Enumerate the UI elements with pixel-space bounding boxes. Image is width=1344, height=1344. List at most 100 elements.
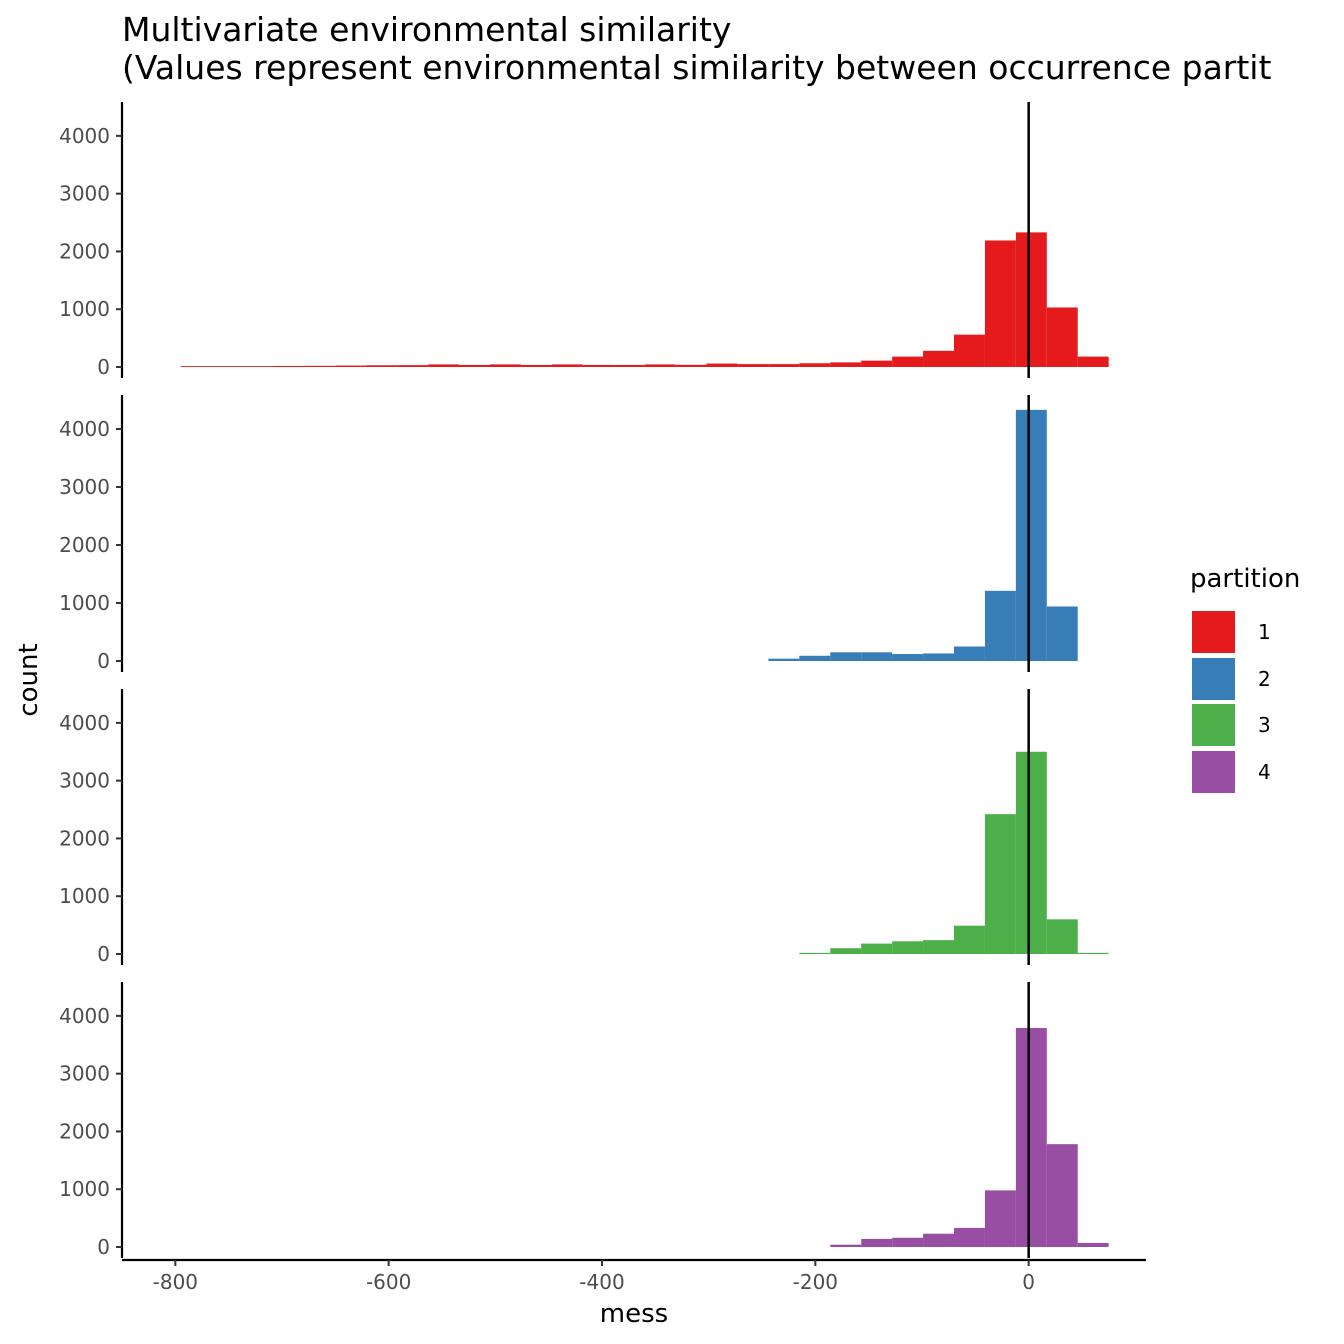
y-tick-label: 2000 — [59, 239, 110, 263]
y-axis-title: count — [14, 643, 44, 716]
x-tick-label: -200 — [793, 1270, 838, 1294]
histogram-bar — [830, 652, 862, 661]
y-tick-label: 2000 — [59, 533, 110, 557]
histogram-bar — [984, 1190, 1016, 1247]
histogram-bar — [1015, 232, 1047, 367]
y-tick-label: 0 — [97, 355, 110, 379]
histogram-bar — [954, 334, 985, 367]
x-axis-title: mess — [600, 1299, 668, 1329]
histogram-bar — [954, 646, 985, 661]
x-tick-label: -400 — [579, 1270, 624, 1294]
y-tick-label: 3000 — [59, 182, 110, 206]
histogram-bar — [984, 240, 1016, 367]
y-tick-label: 0 — [97, 1235, 110, 1259]
legend-item-2: 2 — [1192, 657, 1271, 700]
x-tick-label: -600 — [366, 1270, 411, 1294]
y-tick-label: 2000 — [59, 826, 110, 850]
histogram-bar — [675, 364, 707, 367]
histogram-bar — [984, 814, 1016, 954]
histogram-bar — [892, 941, 924, 954]
legend-label: 3 — [1258, 713, 1271, 737]
histogram-bar — [273, 365, 305, 367]
histogram-bar — [1046, 307, 1078, 367]
facet-panel-4: 0 1000 2000 3000 4000 — [59, 982, 1109, 1259]
histogram-bar — [1015, 751, 1047, 954]
histogram-bar — [923, 653, 954, 661]
histogram-bar — [551, 364, 583, 367]
histogram-bar — [861, 943, 893, 954]
histogram-bar — [1015, 409, 1047, 661]
histogram-bar — [954, 1227, 985, 1247]
legend-swatch — [1192, 611, 1235, 653]
y-tick-label: 4000 — [59, 417, 110, 441]
histogram-bar — [644, 364, 676, 367]
histogram-bar — [366, 365, 398, 367]
histogram-bar — [428, 364, 460, 367]
y-tick-label: 0 — [97, 942, 110, 966]
histogram-bar — [892, 1237, 924, 1247]
legend-swatch — [1192, 657, 1235, 700]
legend-item-3: 3 — [1192, 704, 1271, 746]
histogram-bar — [768, 658, 800, 661]
histogram-bar — [706, 363, 738, 367]
chart-subtitle: (Values represent environmental similari… — [122, 48, 1272, 87]
histogram-bar — [1015, 1028, 1047, 1247]
histogram-bar — [923, 1233, 954, 1247]
histogram-bar — [861, 360, 893, 367]
histogram-bar — [1046, 606, 1078, 661]
facet-panel-3: 0 1000 2000 3000 4000 — [59, 689, 1109, 966]
y-tick-label: 1000 — [59, 1177, 110, 1201]
histogram-bar — [861, 652, 893, 661]
histogram-bar — [799, 363, 831, 367]
legend-swatch — [1192, 704, 1235, 746]
histogram-bar — [1077, 356, 1109, 367]
facet-panel-1: 0 1000 2000 3000 4000 — [59, 102, 1109, 379]
x-tick-label: -800 — [153, 1270, 198, 1294]
histogram-bar — [1046, 1144, 1078, 1247]
histogram-bar — [830, 1244, 862, 1247]
histogram-bar — [242, 366, 274, 367]
x-tick-label: 0 — [1022, 1270, 1035, 1294]
histogram-bar — [397, 365, 429, 367]
y-tick-label: 3000 — [59, 475, 110, 499]
histogram-bar — [830, 362, 862, 367]
histogram-bar — [613, 364, 645, 367]
legend-label: 1 — [1258, 620, 1271, 644]
histogram-bar — [304, 365, 336, 367]
histogram-bar — [861, 1238, 893, 1247]
histogram-bar — [923, 350, 954, 367]
histogram-bar — [490, 364, 521, 367]
histogram-bar — [923, 940, 954, 954]
legend-item-4: 4 — [1192, 750, 1271, 793]
histogram-bar — [892, 356, 924, 367]
histogram-bar — [180, 366, 212, 367]
histogram-bar — [520, 364, 552, 367]
legend-label: 2 — [1258, 666, 1271, 691]
histogram-bar — [799, 655, 831, 661]
legend-swatch — [1192, 750, 1235, 793]
histogram-bar — [335, 365, 367, 367]
facet-panel-2: 0 1000 2000 3000 4000 — [59, 395, 1078, 673]
legend-label: 4 — [1258, 759, 1271, 784]
y-tick-label: 0 — [97, 649, 110, 673]
histogram-bar — [211, 366, 243, 367]
histogram-bar — [1077, 952, 1109, 954]
histogram-bar — [582, 364, 614, 367]
y-tick-label: 1000 — [59, 297, 110, 321]
histogram-bar — [892, 654, 924, 661]
histogram-bar — [1077, 1242, 1109, 1247]
chart-title: Multivariate environmental similarity — [122, 10, 732, 49]
legend-item-1: 1 — [1192, 611, 1271, 653]
y-tick-label: 4000 — [59, 711, 110, 735]
y-tick-label: 2000 — [59, 1119, 110, 1143]
y-tick-label: 3000 — [59, 769, 110, 793]
y-tick-label: 4000 — [59, 1004, 110, 1028]
histogram-bar — [984, 590, 1016, 661]
histogram-bar — [954, 925, 985, 954]
histogram-bar — [737, 364, 769, 367]
histogram-bar — [830, 948, 862, 954]
y-tick-label: 4000 — [59, 124, 110, 148]
histogram-bar — [768, 364, 800, 367]
histogram-bar — [1046, 919, 1078, 954]
